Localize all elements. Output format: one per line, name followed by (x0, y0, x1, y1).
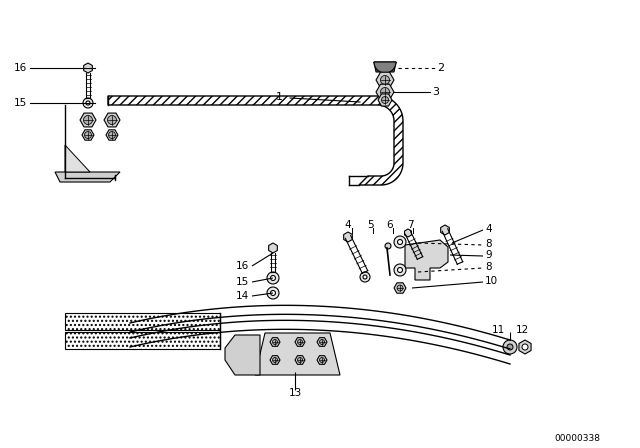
Polygon shape (376, 84, 394, 100)
Circle shape (83, 98, 93, 108)
Polygon shape (82, 130, 94, 140)
Circle shape (385, 243, 391, 249)
Polygon shape (376, 72, 394, 88)
Text: 6: 6 (387, 220, 394, 230)
Polygon shape (55, 172, 120, 182)
Text: 12: 12 (516, 325, 529, 335)
Polygon shape (405, 240, 448, 280)
Text: 5: 5 (367, 220, 373, 230)
Polygon shape (80, 113, 96, 127)
Polygon shape (404, 229, 412, 237)
Circle shape (273, 340, 278, 345)
Circle shape (319, 340, 324, 345)
Text: 4: 4 (345, 220, 351, 230)
Circle shape (298, 358, 303, 362)
Bar (65, 332, 220, 349)
Circle shape (360, 272, 370, 282)
Circle shape (397, 285, 403, 291)
Circle shape (271, 290, 275, 296)
Polygon shape (344, 232, 353, 242)
Circle shape (394, 236, 406, 248)
Text: 3: 3 (432, 87, 439, 97)
Circle shape (267, 272, 279, 284)
Polygon shape (519, 340, 531, 354)
Circle shape (381, 87, 390, 96)
Polygon shape (378, 94, 392, 106)
Circle shape (108, 116, 116, 125)
Text: 8: 8 (485, 239, 492, 249)
Polygon shape (394, 283, 406, 293)
Text: 4: 4 (485, 224, 492, 234)
Circle shape (273, 358, 278, 362)
Polygon shape (255, 333, 340, 375)
Circle shape (381, 96, 388, 103)
Circle shape (109, 132, 115, 138)
Polygon shape (295, 356, 305, 364)
Circle shape (271, 276, 275, 280)
Polygon shape (108, 96, 403, 185)
Circle shape (267, 287, 279, 299)
Text: 15: 15 (13, 98, 27, 108)
Text: 15: 15 (236, 277, 249, 287)
Circle shape (397, 267, 403, 272)
Text: 7: 7 (406, 220, 413, 230)
Polygon shape (317, 338, 327, 346)
Polygon shape (84, 63, 92, 73)
Bar (65, 313, 220, 330)
Circle shape (507, 344, 513, 350)
Text: 14: 14 (236, 291, 249, 301)
Circle shape (397, 240, 403, 245)
Polygon shape (225, 335, 260, 375)
Polygon shape (374, 62, 396, 72)
Circle shape (394, 264, 406, 276)
Circle shape (83, 116, 93, 125)
Circle shape (522, 344, 528, 350)
Text: 8: 8 (485, 262, 492, 272)
Polygon shape (270, 356, 280, 364)
Polygon shape (269, 243, 277, 253)
Circle shape (503, 340, 517, 354)
Polygon shape (270, 338, 280, 346)
Text: 1: 1 (276, 92, 283, 102)
Text: 13: 13 (289, 388, 301, 398)
Polygon shape (104, 113, 120, 127)
Polygon shape (106, 130, 118, 140)
Polygon shape (317, 356, 327, 364)
Circle shape (86, 101, 90, 105)
Circle shape (298, 340, 303, 345)
Polygon shape (441, 225, 449, 235)
Text: 16: 16 (236, 261, 249, 271)
Text: 00000338: 00000338 (554, 434, 600, 443)
Circle shape (363, 275, 367, 279)
Text: 11: 11 (492, 325, 505, 335)
Text: 9: 9 (485, 250, 492, 260)
Circle shape (84, 132, 92, 138)
Polygon shape (65, 145, 90, 172)
Text: 10: 10 (485, 276, 498, 286)
Wedge shape (374, 62, 396, 73)
Circle shape (319, 358, 324, 362)
Text: 16: 16 (13, 63, 27, 73)
Text: 2: 2 (437, 63, 444, 73)
Polygon shape (295, 338, 305, 346)
Circle shape (381, 76, 390, 85)
